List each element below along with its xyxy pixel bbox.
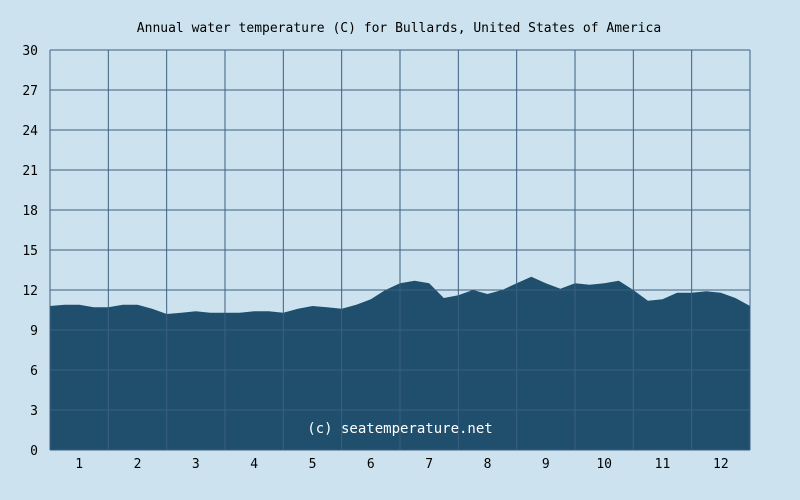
y-tick-label: 30: [22, 44, 38, 59]
x-tick-label: 7: [425, 457, 433, 472]
y-tick-label: 15: [22, 244, 38, 259]
x-tick-label: 5: [309, 457, 317, 472]
chart-title: Annual water temperature (C) for Bullard…: [137, 21, 661, 36]
y-tick-label: 18: [22, 204, 38, 219]
y-tick-label: 6: [30, 364, 38, 379]
y-tick-label: 24: [22, 124, 38, 139]
x-tick-label: 10: [596, 457, 612, 472]
y-tick-label: 21: [22, 164, 38, 179]
y-tick-label: 27: [22, 84, 38, 99]
x-axis: 1 2 3 4 5 6 7 8 9 10 11 12: [75, 457, 728, 472]
x-tick-label: 8: [484, 457, 492, 472]
watermark-label: (c) seatemperature.net: [307, 421, 492, 437]
y-tick-label: 12: [22, 284, 38, 299]
grid-layer: [49, 49, 751, 451]
x-tick-label: 11: [655, 457, 671, 472]
x-tick-label: 6: [367, 457, 375, 472]
x-tick-label: 9: [542, 457, 550, 472]
x-tick-label: 3: [192, 457, 200, 472]
y-tick-label: 3: [30, 404, 38, 419]
y-tick-label: 0: [30, 444, 38, 459]
x-tick-label: 2: [134, 457, 142, 472]
y-tick-label: 9: [30, 324, 38, 339]
x-tick-label: 12: [713, 457, 729, 472]
x-tick-label: 4: [250, 457, 258, 472]
y-axis: 0 3 6 9 12 15 18 21 24 27 30: [22, 44, 38, 459]
x-tick-label: 1: [75, 457, 83, 472]
